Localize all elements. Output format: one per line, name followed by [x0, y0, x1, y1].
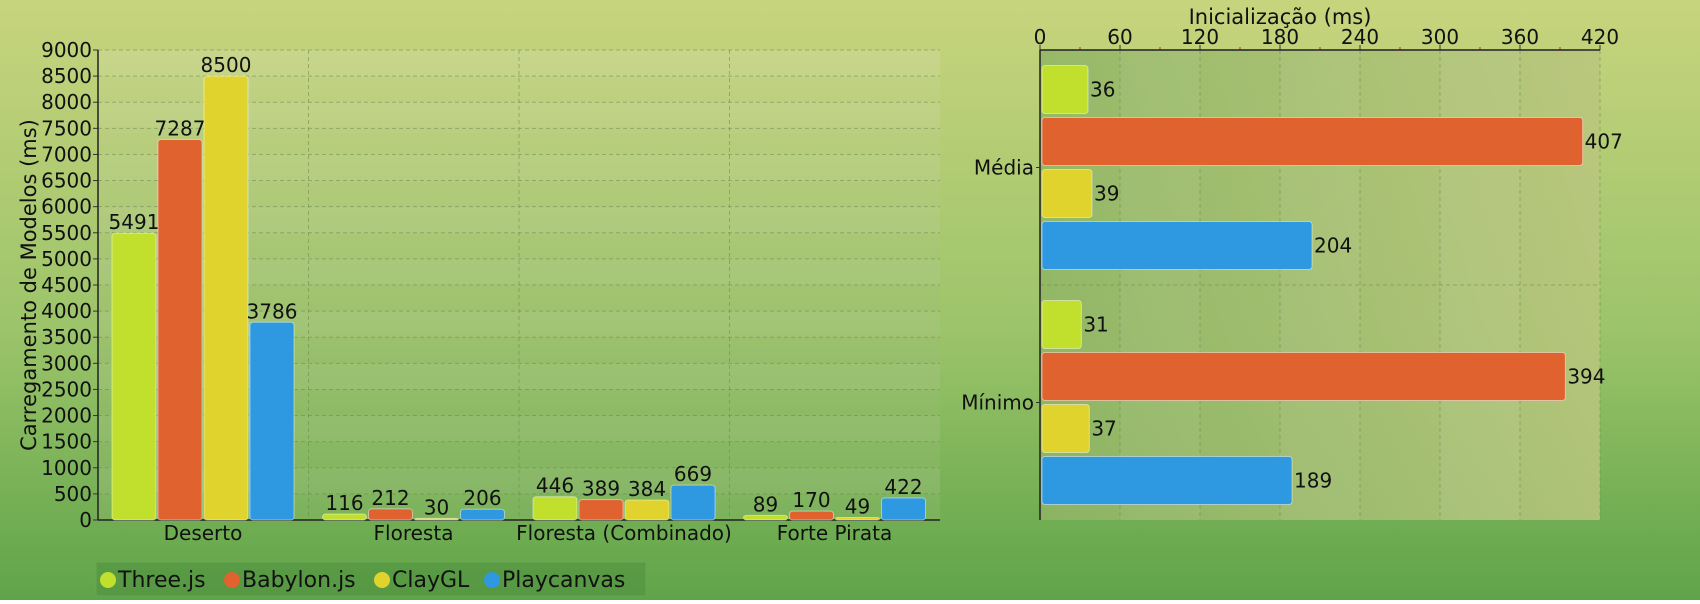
data-label: 30 — [424, 495, 449, 519]
data-label: 8500 — [201, 53, 252, 77]
x-tick-label: 360 — [1501, 25, 1539, 49]
y-tick-label: 8000 — [41, 90, 92, 114]
data-label: 116 — [325, 491, 363, 515]
bar-claygl-forte-pirata — [835, 516, 880, 521]
bar-babylon-js-deserto — [157, 138, 203, 521]
y-tick-label: 9000 — [41, 38, 92, 62]
init-time-chart: 0 60 120 180 240 300 360 420 Inicialização (ms) 3… — [961, 5, 1623, 520]
y-tick-label: 6500 — [41, 169, 92, 193]
x-tick-label: Forte Pirata — [777, 521, 893, 545]
y-tick-label: 2500 — [41, 377, 92, 401]
bar-three-js-floresta — [322, 513, 367, 521]
data-label: 394 — [1567, 365, 1605, 389]
y-tick-label: 4000 — [41, 299, 92, 323]
y-tick-label: 7500 — [41, 116, 92, 140]
x-tick-label: 300 — [1421, 25, 1459, 49]
x-tick-label: 180 — [1261, 25, 1299, 49]
x-tick-label: 120 — [1181, 25, 1219, 49]
data-label: 422 — [884, 475, 922, 499]
data-label: 89 — [753, 492, 778, 516]
y-tick-label: 6000 — [41, 195, 92, 219]
legend-label-babylon-js: Babylon.js — [242, 568, 356, 593]
x-axis-title: Inicialização (ms) — [1189, 5, 1372, 29]
bar-playcanvas-forte-pirata — [881, 497, 926, 521]
x-tick-label: 0 — [1034, 25, 1047, 49]
y-tick-label: 2000 — [41, 404, 92, 428]
x-tick-label: Floresta — [374, 521, 454, 545]
data-label: 5491 — [109, 210, 160, 234]
data-label: 204 — [1314, 234, 1352, 258]
bar-three-js-minimo — [1041, 300, 1082, 349]
y-tick-label: 3500 — [41, 325, 92, 349]
bar-claygl-floresta-combinado — [624, 499, 670, 521]
bar-playcanvas-floresta-combinado — [670, 484, 716, 521]
legend-marker-babylon-js — [224, 572, 240, 588]
x-tick-label: 60 — [1107, 25, 1132, 49]
bar-playcanvas-deserto — [249, 321, 295, 521]
y-tick-label: 5500 — [41, 221, 92, 245]
y-tick-label: 1000 — [41, 456, 92, 480]
y-tick-label: 1500 — [41, 430, 92, 454]
data-label: 407 — [1585, 130, 1623, 154]
data-label: 31 — [1083, 313, 1108, 337]
data-label: 212 — [371, 486, 409, 510]
legend: Three.js Babylon.js ClayGL Playcanvas — [95, 561, 647, 597]
data-label: 389 — [582, 477, 620, 501]
x-tick-label: Deserto — [164, 521, 243, 545]
data-label: 7287 — [155, 116, 206, 140]
bar-playcanvas-media — [1041, 221, 1313, 270]
bar-babylon-js-forte-pirata — [789, 510, 834, 521]
y-tick-label: Média — [974, 156, 1034, 180]
y-tick-label: 8500 — [41, 64, 92, 88]
data-label: 49 — [845, 494, 870, 518]
bar-claygl-minimo — [1041, 404, 1090, 453]
bar-claygl-floresta — [414, 517, 459, 521]
legend-marker-playcanvas — [484, 572, 500, 588]
bar-babylon-js-minimo — [1041, 352, 1566, 401]
legend-marker-claygl — [374, 572, 390, 588]
data-label: 189 — [1294, 469, 1332, 493]
bar-three-js-media — [1041, 65, 1089, 114]
bar-claygl-media — [1041, 169, 1093, 218]
data-label: 170 — [792, 488, 830, 512]
y-tick-label: Mínimo — [961, 391, 1034, 415]
y-tick-label: 4500 — [41, 273, 92, 297]
bar-claygl-deserto — [203, 75, 249, 521]
bar-babylon-js-media — [1041, 117, 1584, 166]
y-tick-label: 5000 — [41, 247, 92, 271]
bar-three-js-forte-pirata — [743, 514, 788, 521]
data-label: 446 — [536, 474, 574, 498]
y-tick-label: 3000 — [41, 351, 92, 375]
data-label: 3786 — [247, 299, 298, 323]
y-axis-title: Carregamento de Modelos (ms) — [17, 119, 41, 451]
x-tick-label: 420 — [1581, 25, 1619, 49]
bar-playcanvas-minimo — [1041, 456, 1293, 505]
y-tick-label: 500 — [54, 482, 92, 506]
bar-three-js-deserto — [111, 232, 157, 521]
bar-playcanvas-floresta — [460, 508, 505, 521]
legend-box — [95, 561, 647, 597]
bar-three-js-floresta-combinado — [532, 496, 578, 521]
legend-label-claygl: ClayGL — [392, 568, 470, 593]
y-tick-label: 0 — [79, 508, 92, 532]
legend-label-playcanvas: Playcanvas — [502, 568, 625, 593]
legend-label-three-js: Three.js — [117, 568, 206, 593]
data-label: 384 — [628, 477, 666, 501]
data-label: 37 — [1091, 417, 1116, 441]
data-label: 39 — [1094, 182, 1119, 206]
data-label: 669 — [674, 462, 712, 486]
legend-marker-three-js — [100, 572, 116, 588]
y-tick-label: 7000 — [41, 142, 92, 166]
data-label: 36 — [1090, 78, 1115, 102]
bar-babylon-js-floresta — [368, 508, 413, 521]
x-tick-label: 240 — [1341, 25, 1379, 49]
bar-babylon-js-floresta-combinado — [578, 499, 624, 521]
data-label: 206 — [463, 486, 501, 510]
x-tick-label: Floresta (Combinado) — [516, 521, 732, 545]
